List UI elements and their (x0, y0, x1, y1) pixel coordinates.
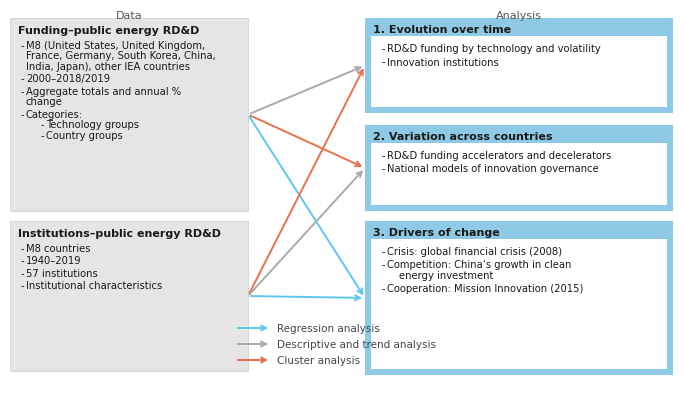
Text: -: - (382, 260, 385, 270)
Text: 57 institutions: 57 institutions (26, 268, 98, 278)
Bar (10, 221, 248, 371)
Text: -: - (21, 74, 24, 84)
Text: M8 (United States, United Kingdom,: M8 (United States, United Kingdom, (26, 40, 205, 50)
Text: National models of innovation governance: National models of innovation governance (387, 164, 599, 174)
Text: -: - (382, 284, 385, 294)
Bar (365, 126, 673, 211)
Text: -: - (382, 151, 385, 161)
Text: Aggregate totals and annual %: Aggregate totals and annual % (26, 86, 181, 97)
Text: -: - (382, 164, 385, 174)
Text: -: - (21, 280, 24, 290)
Bar (371, 37, 667, 108)
Text: Technology groups: Technology groups (46, 120, 139, 130)
Text: RD&D funding by technology and volatility: RD&D funding by technology and volatilit… (387, 44, 601, 54)
Text: RD&D funding accelerators and decelerators: RD&D funding accelerators and decelerato… (387, 151, 612, 161)
Text: -: - (21, 109, 24, 119)
Text: Descriptive and trend analysis: Descriptive and trend analysis (277, 339, 436, 349)
Text: -: - (40, 120, 44, 130)
Bar (371, 240, 667, 369)
Bar (10, 19, 248, 211)
Text: Competition: China’s growth in clean: Competition: China’s growth in clean (387, 260, 571, 270)
Text: Cooperation: Mission Innovation (2015): Cooperation: Mission Innovation (2015) (387, 284, 584, 294)
Text: -: - (382, 57, 385, 67)
Text: Crisis: global financial crisis (2008): Crisis: global financial crisis (2008) (387, 247, 562, 256)
Bar (365, 19, 673, 114)
Text: 1. Evolution over time: 1. Evolution over time (373, 25, 511, 35)
Text: change: change (26, 97, 63, 107)
Text: Categories:: Categories: (26, 109, 83, 119)
Text: -: - (21, 86, 24, 97)
Text: Data: Data (116, 11, 142, 21)
Text: Institutional characteristics: Institutional characteristics (26, 280, 162, 290)
Text: Innovation institutions: Innovation institutions (387, 57, 499, 67)
Bar (365, 221, 673, 375)
Text: -: - (382, 247, 385, 256)
Text: Institutions–public energy RD&D: Institutions–public energy RD&D (18, 228, 221, 238)
Text: 2. Variation across countries: 2. Variation across countries (373, 132, 553, 142)
Bar (371, 144, 667, 206)
Text: 2000–2018/2019: 2000–2018/2019 (26, 74, 110, 84)
Text: -: - (21, 243, 24, 253)
Text: Regression analysis: Regression analysis (277, 323, 380, 333)
Text: Analysis: Analysis (496, 11, 542, 21)
Text: 3. Drivers of change: 3. Drivers of change (373, 228, 500, 237)
Text: 1940–2019: 1940–2019 (26, 256, 82, 266)
Text: energy investment: energy investment (399, 271, 493, 280)
Text: Funding–public energy RD&D: Funding–public energy RD&D (18, 26, 199, 36)
Text: -: - (382, 44, 385, 54)
Text: India, Japan), other IEA countries: India, Japan), other IEA countries (26, 62, 190, 71)
Text: France, Germany, South Korea, China,: France, Germany, South Korea, China, (26, 51, 216, 61)
Text: -: - (21, 40, 24, 50)
Text: -: - (21, 268, 24, 278)
Text: M8 countries: M8 countries (26, 243, 90, 253)
Text: -: - (21, 256, 24, 266)
Text: -: - (40, 131, 44, 140)
Text: Cluster analysis: Cluster analysis (277, 355, 360, 365)
Text: Country groups: Country groups (46, 131, 123, 140)
